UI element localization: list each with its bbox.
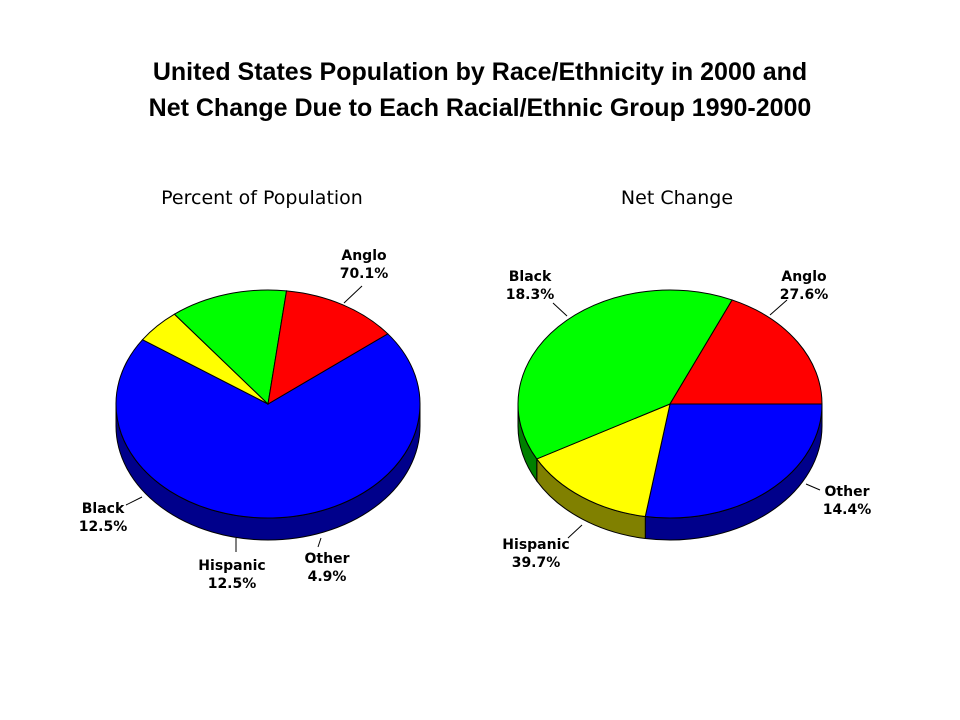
net-change-black-slice (669, 299, 823, 405)
percent-of-population-other-leader-line (317, 537, 322, 548)
percent-of-population-black-label: Black (82, 501, 125, 517)
percent-of-population-anglo-leader-line (343, 285, 363, 304)
net-change-other-leader-line (805, 483, 821, 491)
percent-of-population-chart-title: Percent of Population (161, 187, 363, 209)
net-change-anglo-leader-line (769, 299, 788, 316)
percent-of-population-hispanic-slice (173, 289, 288, 406)
net-change-hispanic-label: Hispanic (502, 537, 569, 553)
net-change-chart-title: Net Change (621, 187, 733, 209)
net-change-pie: Net Change Anglo 27.6% Other 14.4% Hispanic 39… (502, 187, 871, 571)
net-change-anglo-slice (644, 403, 823, 519)
net-change-anglo-label: Anglo (781, 269, 827, 285)
net-change-hispanic-slice (517, 289, 733, 460)
net-change-black-label: Black (509, 269, 552, 285)
percent-of-population-black-leader-line (125, 496, 143, 506)
percent-of-population-black-slice (267, 290, 389, 405)
slide-title-line-1: United States Population by Race/Ethnici… (152, 58, 808, 86)
net-change-hispanic-leader-line (567, 524, 583, 539)
net-change-hispanic-value-label: 39.7% (512, 555, 561, 571)
net-change-other-value-label: 14.4% (823, 502, 872, 518)
percent-of-population-other-value-label: 4.9% (308, 569, 347, 585)
percent-of-population-anglo-label: Anglo (341, 248, 387, 264)
percent-of-population-hispanic-label: Hispanic (198, 558, 265, 574)
net-change-black-value-label: 18.3% (506, 287, 555, 303)
net-change-black-leader-line (552, 302, 568, 317)
percent-of-population-anglo-slice (115, 333, 421, 519)
percent-of-population-black-value-label: 12.5% (79, 519, 128, 535)
percent-of-population-hispanic-value-label: 12.5% (208, 576, 257, 592)
slide-title-line-2: Net Change Due to Each Racial/Ethnic Gro… (148, 94, 812, 122)
percent-of-population-pie: Percent of Population Anglo 70.1% Other 4.9%… (79, 187, 421, 592)
percent-of-population-other-label: Other (305, 551, 350, 567)
net-change-other-slice (536, 403, 671, 518)
percent-of-population-anglo-value-label: 70.1% (340, 266, 389, 282)
net-change-other-label: Other (825, 484, 870, 500)
net-change-anglo-value-label: 27.6% (780, 287, 829, 303)
